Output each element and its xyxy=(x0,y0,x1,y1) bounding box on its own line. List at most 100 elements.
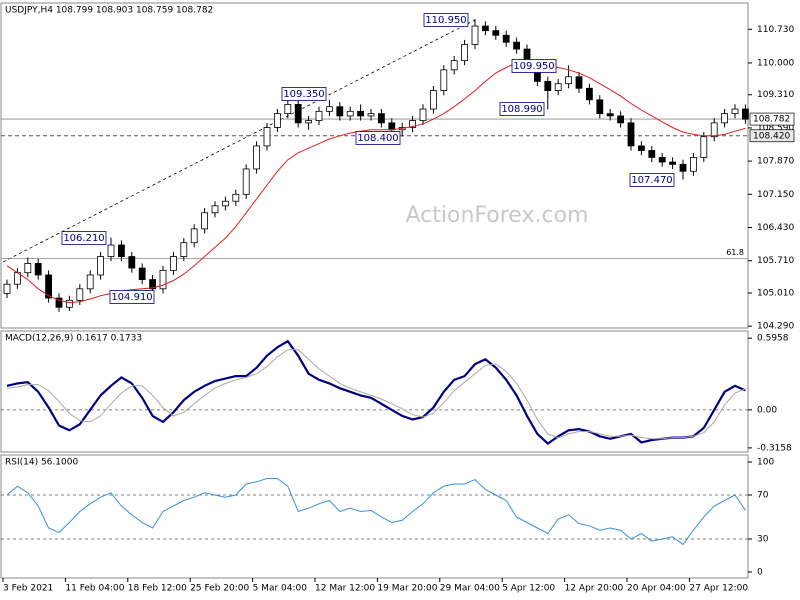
y-tick-label: 105.010 xyxy=(757,288,794,298)
candle-body xyxy=(429,90,437,110)
candle-body xyxy=(377,113,385,124)
candle-body xyxy=(107,244,115,257)
candle-body xyxy=(513,41,520,50)
candle-body xyxy=(627,122,635,147)
candle-body xyxy=(346,110,354,117)
candle-body xyxy=(700,136,708,158)
candle-body xyxy=(3,283,11,294)
level-label: 108.782 xyxy=(753,115,790,125)
annotation: 109.350 xyxy=(283,89,324,100)
x-tick-label: 12 Mar 12:00 xyxy=(315,584,375,594)
candle-body xyxy=(388,122,396,131)
level-label-box xyxy=(749,112,795,126)
y-tick-label: 0.00 xyxy=(757,405,777,415)
annotation-box xyxy=(499,102,545,116)
candle-body xyxy=(263,127,271,147)
x-tick-label: 20 Apr 04:00 xyxy=(627,584,686,594)
y-tick-label: 30 xyxy=(757,534,769,544)
series-line xyxy=(6,349,746,440)
candle-body xyxy=(721,113,728,124)
panel-title: MACD(12,26,9) 0.1617 0.1733 xyxy=(5,334,142,344)
annotation-box xyxy=(423,13,469,27)
y-tick-label: 107.150 xyxy=(757,190,794,200)
x-tick-label: 12 Apr 20:00 xyxy=(565,584,624,594)
candle-body xyxy=(138,267,146,280)
series-line xyxy=(6,61,746,304)
plot-frame xyxy=(0,454,749,579)
candle-body xyxy=(305,120,313,124)
candle-body xyxy=(180,242,188,257)
x-tick-label: 11 Feb 04:00 xyxy=(65,584,124,594)
annotation-box xyxy=(511,59,557,73)
annotation: 107.470 xyxy=(631,175,672,186)
candle-body xyxy=(336,106,344,117)
candle-body xyxy=(211,205,219,214)
candle-body xyxy=(409,120,417,128)
candle-body xyxy=(55,297,63,308)
candle-body xyxy=(617,115,624,124)
candle-body xyxy=(325,106,333,112)
y-tick-label: 105.710 xyxy=(757,256,794,266)
x-tick-label: 25 Feb 20:00 xyxy=(190,584,249,594)
annotation-box xyxy=(281,87,327,101)
candle-body xyxy=(461,44,469,62)
candle-body xyxy=(24,263,32,274)
plot-frame xyxy=(0,2,749,329)
candle-body xyxy=(159,269,167,290)
annotation: 108.990 xyxy=(501,104,542,115)
annotation: 108.400 xyxy=(357,133,398,144)
candle-body xyxy=(253,145,261,170)
candle-body xyxy=(544,80,552,91)
x-tick-label: 5 Mar 04:00 xyxy=(253,584,308,594)
annotation: 109.950 xyxy=(513,61,554,72)
candle-body xyxy=(419,108,427,121)
annotation: 106.210 xyxy=(63,233,104,244)
candle-body xyxy=(149,279,157,290)
series-line xyxy=(6,478,746,546)
candle-body xyxy=(596,99,604,115)
candle-body xyxy=(76,288,84,301)
candle-body xyxy=(221,200,229,207)
y-tick-label: 70 xyxy=(757,491,769,501)
y-tick-label: 107.870 xyxy=(757,157,794,167)
panel-title: RSI(14) 56.1000 xyxy=(5,458,78,468)
candle-body xyxy=(45,274,52,299)
x-tick-label: 18 Feb 12:00 xyxy=(128,584,187,594)
trend-line xyxy=(2,19,476,263)
candle-body xyxy=(440,69,448,91)
y-tick-label: 100 xyxy=(757,458,774,468)
candle-body xyxy=(294,104,302,124)
candle-body xyxy=(502,34,510,43)
candle-body xyxy=(118,244,125,257)
candle-body xyxy=(242,168,250,195)
y-tick-label: 0 xyxy=(757,567,763,577)
candle-body xyxy=(731,108,739,115)
annotation-box xyxy=(629,173,675,187)
level-label-box xyxy=(749,129,795,143)
candle-body xyxy=(315,110,323,121)
x-tick-label: 27 Apr 12:00 xyxy=(689,584,748,594)
candle-body xyxy=(471,25,479,45)
candle-body xyxy=(669,161,676,165)
candle-body xyxy=(638,145,645,151)
candle-body xyxy=(586,87,593,101)
candle-body xyxy=(169,256,177,271)
annotation-box xyxy=(61,231,107,245)
candle-body xyxy=(565,76,572,85)
candle-body xyxy=(554,83,562,91)
candle-body xyxy=(481,25,489,32)
candle-body xyxy=(710,122,718,138)
level-label: 108.420 xyxy=(753,131,790,141)
candle-body xyxy=(128,256,136,269)
candle-body xyxy=(742,108,749,120)
y-tick-label: 108.590 xyxy=(757,123,794,133)
watermark: ActionForex.com xyxy=(406,203,589,228)
x-tick-label: 19 Mar 20:00 xyxy=(377,584,437,594)
candle-body xyxy=(492,30,500,36)
candle-body xyxy=(679,163,687,172)
candle-body xyxy=(273,113,281,128)
candle-body xyxy=(658,157,666,163)
annotation-box xyxy=(109,290,155,304)
y-tick-label: 110.730 xyxy=(757,25,794,35)
